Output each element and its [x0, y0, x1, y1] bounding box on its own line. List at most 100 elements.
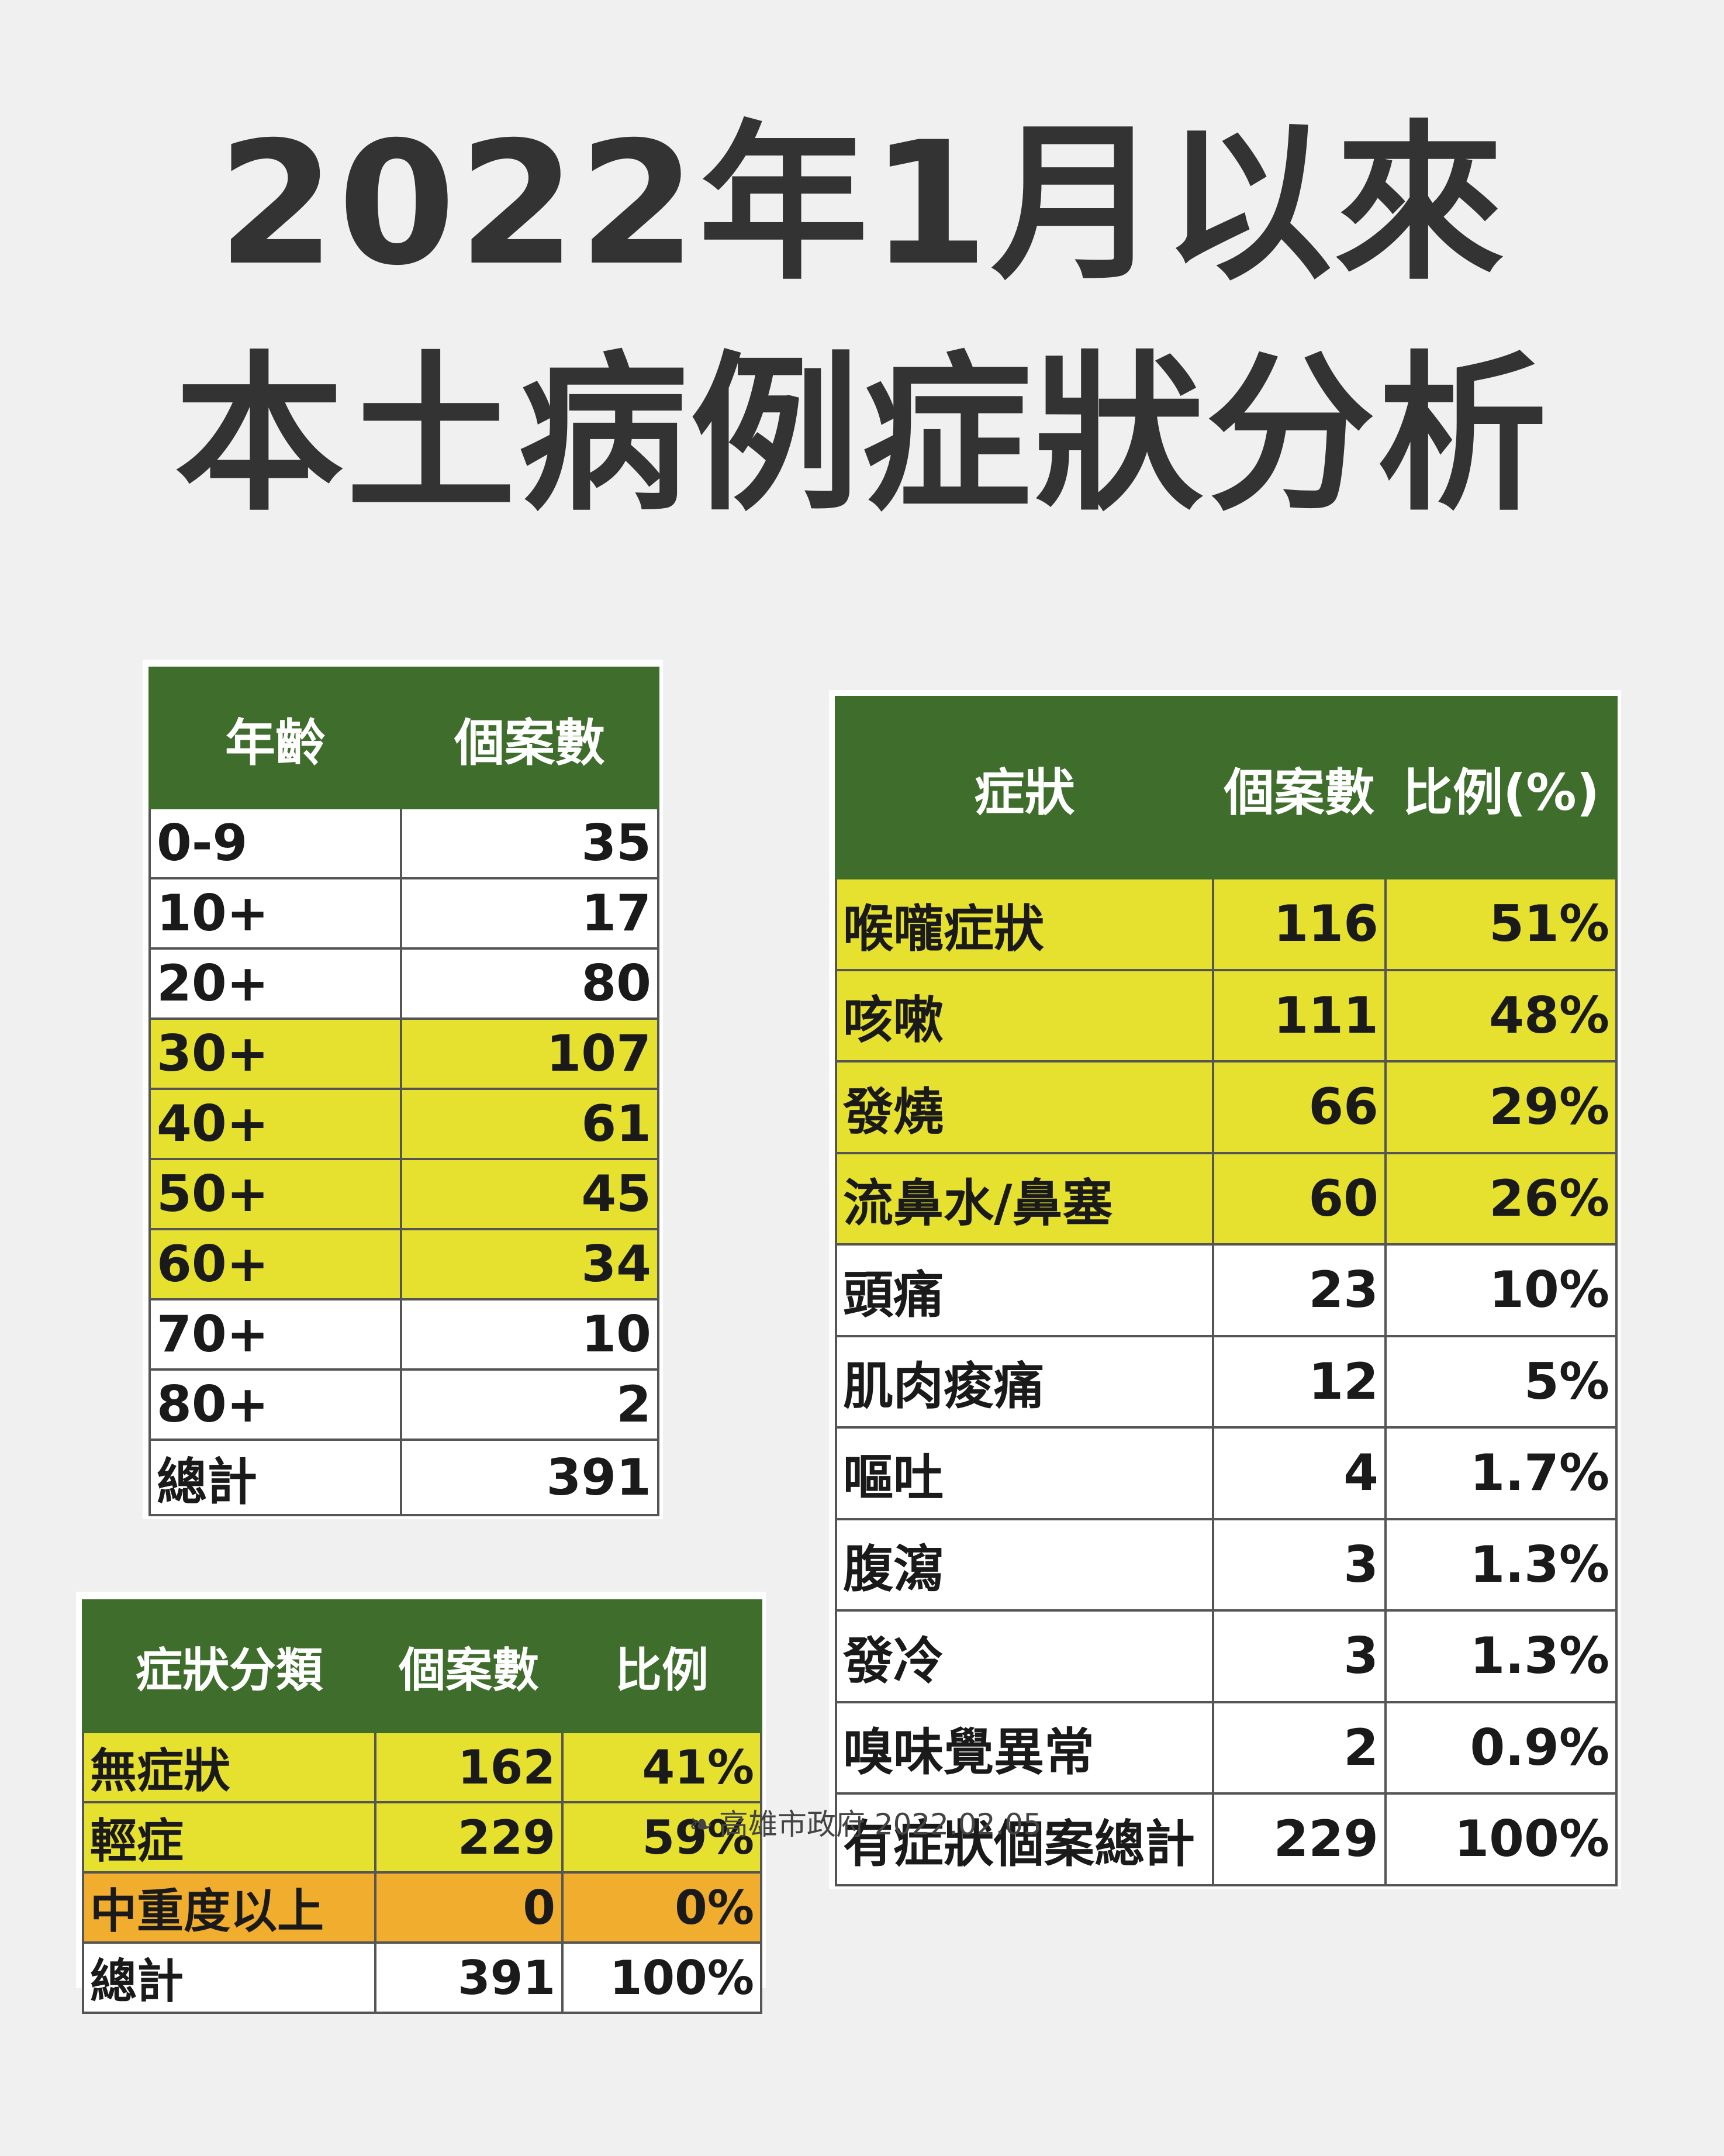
symptom-table-header-row: 症狀 個案數 比例(%) [835, 696, 1618, 879]
count-cell: 116 [1212, 877, 1387, 971]
count-cell: 23 [1212, 1243, 1387, 1337]
page-title-line-1: 2022年1月以來 [217, 106, 1507, 303]
table-row: 中重度以上 0 0% [82, 1871, 762, 1944]
symptom-cell: 頭痛 [835, 1243, 1214, 1337]
count-cell: 4 [1212, 1426, 1387, 1520]
percent-header: 比例(%) [1384, 696, 1618, 879]
category-header: 症狀分類 [82, 1599, 376, 1733]
count-cell: 34 [400, 1228, 659, 1301]
age-cell: 40+ [148, 1088, 402, 1160]
table-row: 輕症 229 59% [82, 1801, 762, 1874]
percent-cell: 0.9% [1384, 1700, 1618, 1795]
percent-cell: 5% [1384, 1334, 1618, 1429]
count-cell: 45 [400, 1158, 659, 1230]
count-cell: 0 [374, 1871, 564, 1944]
symptom-cell: 嘔吐 [835, 1426, 1214, 1520]
percent-cell: 10% [1384, 1243, 1618, 1337]
count-cell: 3 [1212, 1609, 1387, 1703]
count-cell: 229 [1212, 1792, 1387, 1886]
age-cell: 0-9 [148, 807, 402, 879]
count-cell: 391 [374, 1941, 564, 2014]
age-cell: 50+ [148, 1158, 402, 1230]
age-table-header-row: 年齡 個案數 [148, 667, 659, 809]
table-row: 20+ 80 [148, 947, 659, 1020]
symptom-cell: 咳嗽 [835, 968, 1214, 1063]
symptom-cell: 腹瀉 [835, 1517, 1214, 1612]
table-row: 咳嗽 111 48% [835, 968, 1618, 1063]
count-cell: 17 [400, 877, 659, 950]
table-row-total: 總計 391 [148, 1439, 659, 1516]
table-row: 發燒 66 29% [835, 1060, 1618, 1154]
count-cell: 391 [400, 1439, 659, 1516]
table-row: 50+ 45 [148, 1158, 659, 1230]
percent-cell: 26% [1384, 1151, 1618, 1246]
table-row: 80+ 2 [148, 1368, 659, 1441]
category-cell: 中重度以上 [82, 1871, 376, 1944]
percent-cell: 100% [1384, 1792, 1618, 1886]
kaohsiung-logo-icon: ❧ [688, 1807, 713, 1841]
symptom-table: 症狀 個案數 比例(%) 喉嚨症狀 116 51% 咳嗽 111 48% 發燒 … [835, 696, 1618, 1886]
count-cell: 61 [400, 1088, 659, 1160]
table-row: 嘔吐 4 1.7% [835, 1426, 1618, 1520]
count-cell: 3 [1212, 1517, 1387, 1612]
table-row: 40+ 61 [148, 1088, 659, 1160]
age-header: 年齡 [148, 667, 402, 809]
age-cell: 80+ [148, 1368, 402, 1441]
page-title-line-2: 本土病例症狀分析 [174, 337, 1550, 534]
percent-cell: 0% [561, 1871, 762, 1944]
table-row: 70+ 10 [148, 1298, 659, 1371]
age-cell: 20+ [148, 947, 402, 1020]
symptom-cell: 發燒 [835, 1060, 1214, 1154]
table-row: 30+ 107 [148, 1017, 659, 1090]
count-header: 個案數 [400, 667, 659, 809]
percent-cell: 100% [561, 1941, 762, 2014]
age-cell: 70+ [148, 1298, 402, 1371]
count-cell: 111 [1212, 968, 1387, 1063]
category-cell: 輕症 [82, 1801, 376, 1874]
percent-cell: 1.3% [1384, 1517, 1618, 1612]
table-row: 0-9 35 [148, 807, 659, 879]
table-row-total: 總計 391 100% [82, 1941, 762, 2014]
symptom-cell: 有症狀個案總計 [835, 1792, 1214, 1886]
percent-cell: 1.3% [1384, 1609, 1618, 1703]
count-cell: 66 [1212, 1060, 1387, 1154]
category-table: 症狀分類 個案數 比例 無症狀 162 41% 輕症 229 59% 中重度以上… [82, 1599, 762, 2014]
table-row: 無症狀 162 41% [82, 1731, 762, 1803]
count-cell: 2 [400, 1368, 659, 1441]
count-header: 個案數 [1212, 696, 1387, 879]
symptom-cell: 肌肉痠痛 [835, 1334, 1214, 1429]
symptom-cell: 喉嚨症狀 [835, 877, 1214, 971]
percent-cell: 51% [1384, 877, 1618, 971]
category-cell: 無症狀 [82, 1731, 376, 1803]
table-row: 10+ 17 [148, 877, 659, 950]
table-row: 肌肉痠痛 12 5% [835, 1334, 1618, 1429]
footer-credit: ❧ 高雄市政府 2022.02.05 [661, 1801, 1070, 1843]
category-table-header-row: 症狀分類 個案數 比例 [82, 1599, 762, 1733]
count-cell: 107 [400, 1017, 659, 1090]
percent-cell: 48% [1384, 968, 1618, 1063]
age-cell: 60+ [148, 1228, 402, 1301]
count-cell: 35 [400, 807, 659, 879]
age-table: 年齡 個案數 0-9 35 10+ 17 20+ 80 30+ 107 40+ … [148, 667, 659, 1516]
table-row: 流鼻水/鼻塞 60 26% [835, 1151, 1618, 1246]
percent-cell: 29% [1384, 1060, 1618, 1154]
count-cell: 12 [1212, 1334, 1387, 1429]
table-row: 發冷 3 1.3% [835, 1609, 1618, 1703]
symptom-header: 症狀 [835, 696, 1214, 879]
table-row: 嗅味覺異常 2 0.9% [835, 1700, 1618, 1795]
count-cell: 2 [1212, 1700, 1387, 1795]
percent-cell: 1.7% [1384, 1426, 1618, 1520]
table-row: 喉嚨症狀 116 51% [835, 877, 1618, 971]
age-cell: 10+ [148, 877, 402, 950]
age-cell: 總計 [148, 1439, 402, 1516]
percent-header: 比例 [561, 1599, 762, 1733]
table-row-total: 有症狀個案總計 229 100% [835, 1792, 1618, 1886]
count-cell: 162 [374, 1731, 564, 1803]
category-cell: 總計 [82, 1941, 376, 2014]
symptom-cell: 流鼻水/鼻塞 [835, 1151, 1214, 1246]
count-cell: 10 [400, 1298, 659, 1371]
percent-cell: 41% [561, 1731, 762, 1803]
table-row: 60+ 34 [148, 1228, 659, 1301]
count-header: 個案數 [374, 1599, 564, 1733]
count-cell: 229 [374, 1801, 564, 1874]
